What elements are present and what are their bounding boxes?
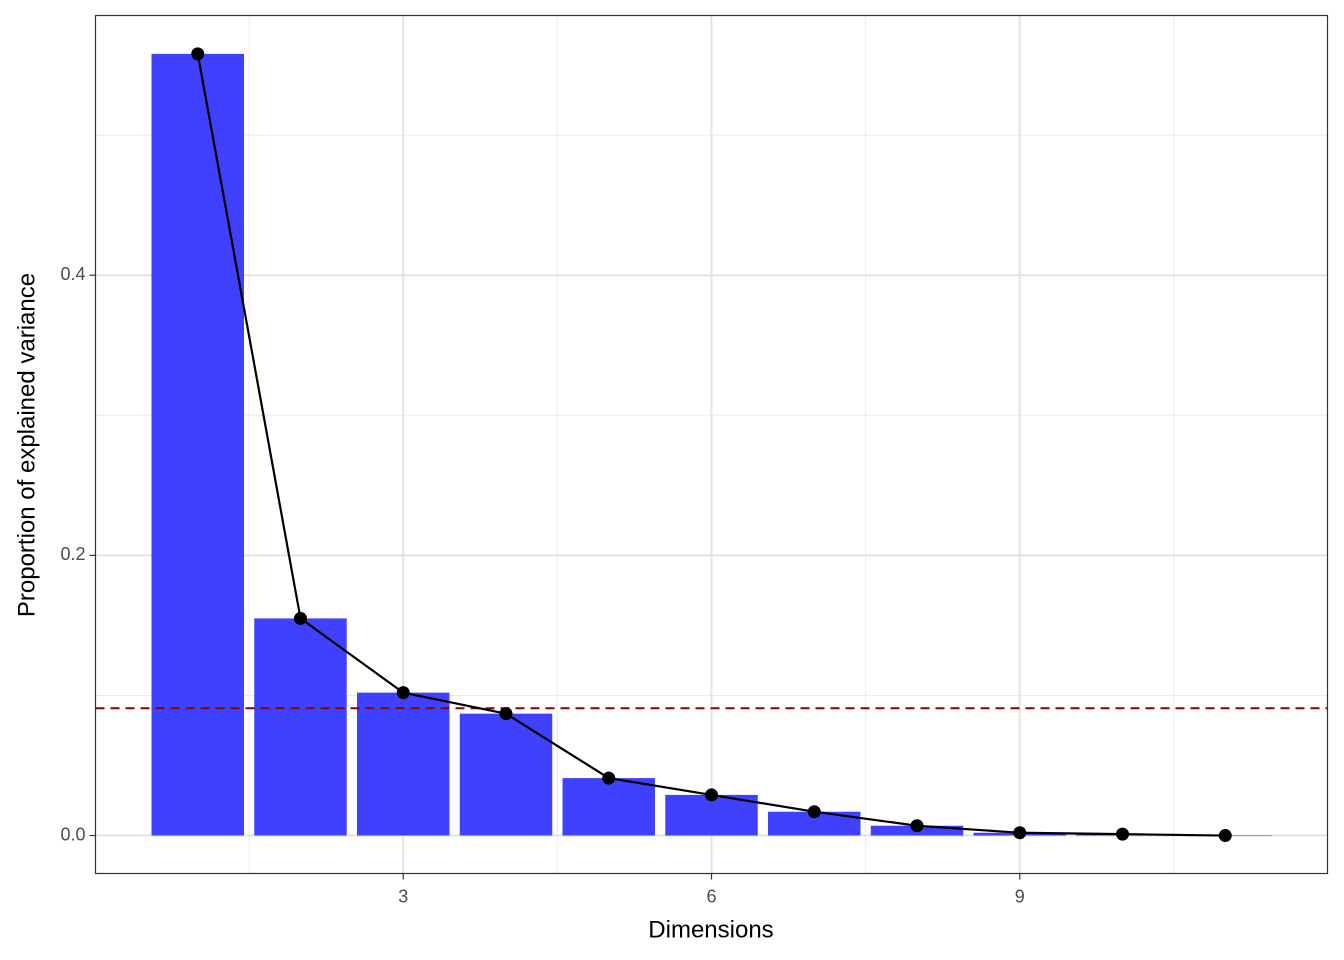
bar: [254, 618, 347, 836]
point: [910, 819, 924, 833]
x-tick-label: 9: [1015, 886, 1025, 906]
bar: [768, 811, 861, 836]
marks: [95, 47, 1328, 843]
point: [293, 611, 307, 625]
point: [396, 686, 410, 700]
y-tick-label: 0.4: [60, 264, 85, 284]
point: [1116, 827, 1130, 841]
y-axis-title: Proportion of explained variance: [13, 273, 40, 617]
y-tick-label: 0.2: [60, 544, 85, 564]
bar: [357, 692, 450, 836]
bar: [562, 778, 655, 836]
x-tick-label: 6: [706, 886, 716, 906]
bar: [665, 794, 758, 836]
point: [807, 805, 821, 819]
point: [499, 707, 513, 721]
x-axis-title: Dimensions: [648, 916, 773, 943]
y-tick-label: 0.0: [60, 824, 85, 844]
point: [191, 47, 205, 61]
point: [705, 788, 718, 802]
bar: [151, 53, 244, 836]
bar: [459, 713, 553, 836]
x-tick-label: 3: [398, 886, 408, 906]
point: [602, 771, 616, 785]
point: [1013, 826, 1027, 840]
point: [1218, 829, 1232, 843]
